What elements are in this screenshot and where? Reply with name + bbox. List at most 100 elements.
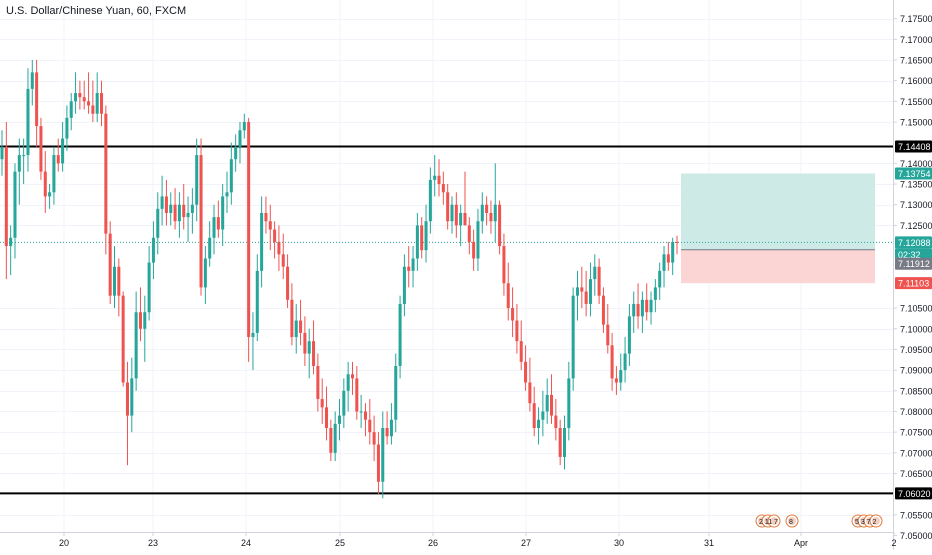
candle <box>74 72 78 114</box>
candle <box>649 291 653 325</box>
candle-body <box>662 254 666 271</box>
candle-body <box>493 204 497 222</box>
candle <box>264 196 268 234</box>
candle-body <box>56 155 60 164</box>
target-price-label: 7.13754 <box>895 167 932 180</box>
event-flag-icon-inner <box>872 517 880 525</box>
candle-body <box>675 241 679 243</box>
candle <box>632 291 636 333</box>
candle-body <box>199 155 203 288</box>
candle <box>104 105 108 255</box>
candle <box>571 287 575 391</box>
candle-body <box>264 212 268 222</box>
level-label-lower: 7.06020 <box>895 487 932 500</box>
price-tick-label: 7.07500 <box>900 428 932 438</box>
candle <box>100 80 104 127</box>
candle-body <box>350 374 354 379</box>
candle-body <box>415 225 419 259</box>
candle <box>255 254 259 342</box>
candle <box>69 93 73 131</box>
time-tick-label: 24 <box>241 538 251 548</box>
candle <box>363 403 367 437</box>
candle <box>640 291 644 333</box>
candle <box>251 312 255 371</box>
candle <box>485 196 489 226</box>
candle-body <box>294 320 298 338</box>
candle <box>420 217 424 259</box>
candle-body <box>537 419 541 429</box>
candle <box>463 171 467 226</box>
candle-body <box>437 175 441 185</box>
candle-body <box>4 146 8 247</box>
candle <box>636 283 640 329</box>
candle <box>541 390 545 437</box>
time-tick-label: 30 <box>614 538 624 548</box>
candle-body <box>515 320 519 342</box>
candle <box>411 246 415 288</box>
candle <box>294 303 298 354</box>
candle-body <box>69 101 73 118</box>
candle <box>610 332 614 391</box>
stop-price-label-text: 7.11103 <box>898 279 929 289</box>
candle-body <box>580 287 584 292</box>
time-tick-label: 2 <box>891 538 896 548</box>
candle <box>9 225 13 275</box>
candle <box>472 229 476 271</box>
time-tick-label: 27 <box>521 538 531 548</box>
time-axis-background <box>0 532 893 550</box>
candle-body <box>177 204 181 222</box>
position-price-label: 7.11912 <box>895 257 932 270</box>
candle-body <box>584 291 588 304</box>
candle-body <box>151 237 155 263</box>
candle <box>0 130 4 176</box>
candle <box>558 419 562 466</box>
candle <box>597 258 601 304</box>
candle <box>303 316 307 366</box>
candle <box>156 192 160 255</box>
candle-body <box>117 266 121 296</box>
candle <box>281 233 285 280</box>
event-flag-icon-inner <box>770 517 778 525</box>
candle-body <box>164 196 168 213</box>
candle <box>160 175 164 226</box>
candle <box>355 365 359 420</box>
candle <box>199 138 203 296</box>
candle <box>125 361 129 466</box>
candle-body <box>653 287 657 300</box>
candles-layer <box>0 59 679 499</box>
candle-body <box>216 217 220 230</box>
candle <box>450 196 454 234</box>
time-tick-label: 31 <box>704 538 714 548</box>
candle <box>195 138 199 222</box>
candle-body <box>368 419 372 433</box>
candle <box>22 138 26 185</box>
candle-body <box>186 212 190 218</box>
candle <box>588 262 592 317</box>
candle <box>454 192 458 238</box>
candle <box>173 188 177 230</box>
candle-body <box>428 179 432 222</box>
candle-body <box>74 93 78 102</box>
candle <box>117 258 121 317</box>
level-label-lower-text: 7.06020 <box>898 489 931 499</box>
candle <box>229 142 233 205</box>
price-tick-label: 7.13500 <box>900 180 932 190</box>
candle-body <box>147 262 151 313</box>
candle-body <box>571 295 575 379</box>
target-price-label-text: 7.13754 <box>898 169 931 179</box>
candle-body <box>627 316 631 354</box>
candle-body <box>273 229 277 242</box>
candle <box>627 303 631 366</box>
candle <box>307 328 311 379</box>
candle-body <box>433 175 437 180</box>
price-tick-label: 7.10000 <box>900 324 932 334</box>
candle <box>467 217 471 255</box>
candle <box>286 254 290 309</box>
candle-body <box>48 192 52 197</box>
candle-body <box>303 332 307 354</box>
time-tick-label: 23 <box>148 538 158 548</box>
candle-body <box>532 403 536 429</box>
candle <box>43 150 47 213</box>
